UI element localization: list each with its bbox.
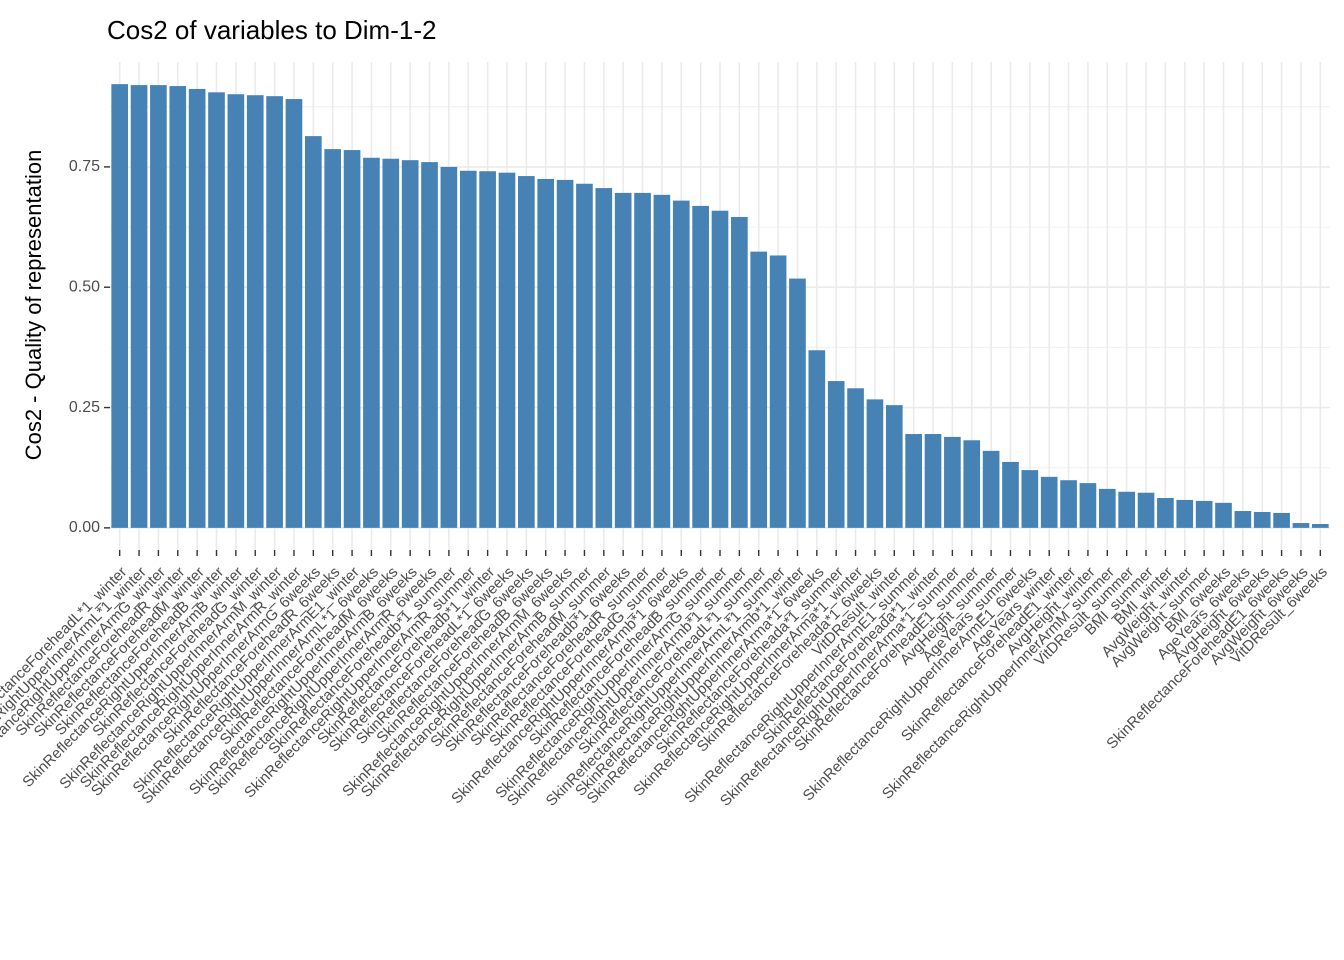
- bar: [885, 405, 903, 528]
- bar: [537, 178, 555, 528]
- bar: [1253, 511, 1271, 528]
- bar: [1060, 480, 1077, 528]
- bar: [1157, 498, 1174, 528]
- bar: [944, 436, 961, 528]
- bar: [1021, 470, 1039, 528]
- bar: [769, 255, 787, 528]
- bar: [634, 192, 651, 528]
- bar: [750, 251, 768, 528]
- bar: [459, 170, 477, 528]
- bar: [324, 149, 342, 528]
- bar: [789, 278, 806, 528]
- y-tick-label: 0.00: [69, 519, 100, 536]
- bar: [343, 150, 361, 528]
- bar: [847, 388, 864, 528]
- bar: [576, 183, 593, 528]
- bar: [382, 158, 400, 528]
- bar: [188, 88, 206, 528]
- bar: [111, 84, 129, 528]
- bar: [1195, 500, 1213, 528]
- bar: [285, 99, 303, 528]
- bar: [150, 85, 167, 528]
- bar: [672, 200, 690, 528]
- bar: [963, 440, 981, 528]
- bar: [421, 162, 438, 528]
- bar: [731, 216, 748, 528]
- y-tick-label: 0.50: [69, 278, 100, 295]
- bar: [1040, 476, 1058, 528]
- bar: [246, 95, 264, 528]
- bar: [1079, 483, 1097, 528]
- bar: [982, 450, 1000, 528]
- bar: [498, 172, 516, 528]
- bar: [363, 157, 380, 528]
- bar: [227, 94, 245, 528]
- bar: [1311, 524, 1329, 528]
- bar: [827, 381, 845, 528]
- bar: [653, 194, 671, 528]
- bar: [305, 136, 322, 528]
- bar: [266, 96, 283, 528]
- bar: [808, 350, 826, 528]
- bar: [614, 192, 632, 528]
- y-tick-label: 0.25: [69, 399, 100, 416]
- bar: [692, 205, 709, 528]
- bar: [479, 171, 496, 528]
- bar: [1176, 499, 1194, 528]
- bar: [169, 86, 187, 528]
- bar: [1215, 502, 1232, 528]
- bar: [595, 188, 613, 528]
- chart-title: Cos2 of variables to Dim-1-2: [107, 15, 436, 45]
- bar: [924, 434, 942, 528]
- bar: [711, 210, 729, 528]
- bar: [905, 434, 922, 528]
- bar: [1002, 461, 1019, 528]
- bar: [440, 166, 458, 528]
- bar: [866, 399, 884, 528]
- bar: [1118, 491, 1135, 528]
- bar: [1098, 488, 1116, 528]
- bar: [518, 176, 535, 528]
- bar: [401, 160, 419, 528]
- bar: [556, 179, 574, 528]
- y-axis-title: Cos2 - Quality of representation: [21, 150, 46, 461]
- bar: [1273, 512, 1290, 528]
- bar: [208, 92, 225, 528]
- bar: [1234, 511, 1252, 528]
- bar: [130, 85, 148, 528]
- y-tick-label: 0.75: [69, 158, 100, 175]
- bar: [1292, 523, 1310, 528]
- bar: [1137, 492, 1155, 528]
